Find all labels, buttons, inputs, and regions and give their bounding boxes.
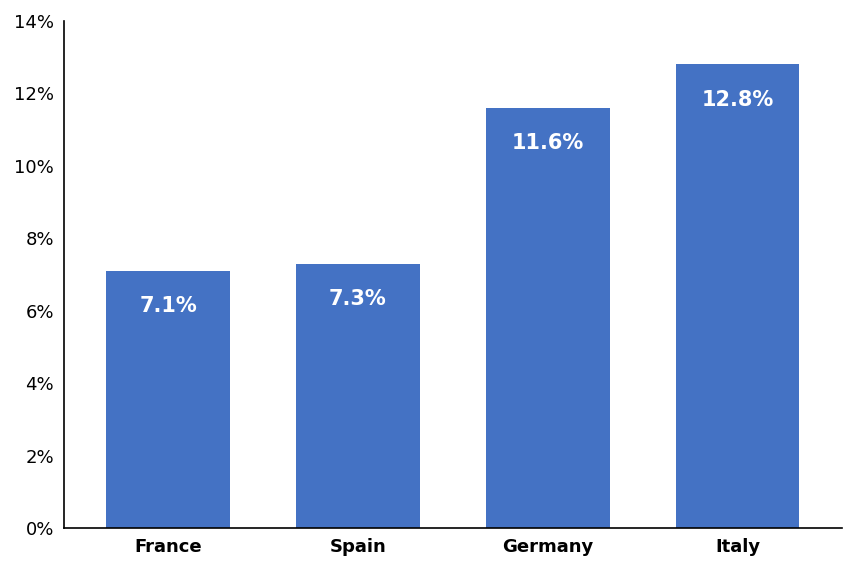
- Text: 7.3%: 7.3%: [329, 289, 387, 309]
- Text: 11.6%: 11.6%: [512, 133, 584, 153]
- Bar: [296, 264, 419, 528]
- Text: 12.8%: 12.8%: [702, 89, 774, 110]
- Bar: [486, 108, 609, 528]
- Bar: [106, 271, 229, 528]
- Bar: [676, 64, 800, 528]
- Text: 7.1%: 7.1%: [140, 296, 197, 316]
